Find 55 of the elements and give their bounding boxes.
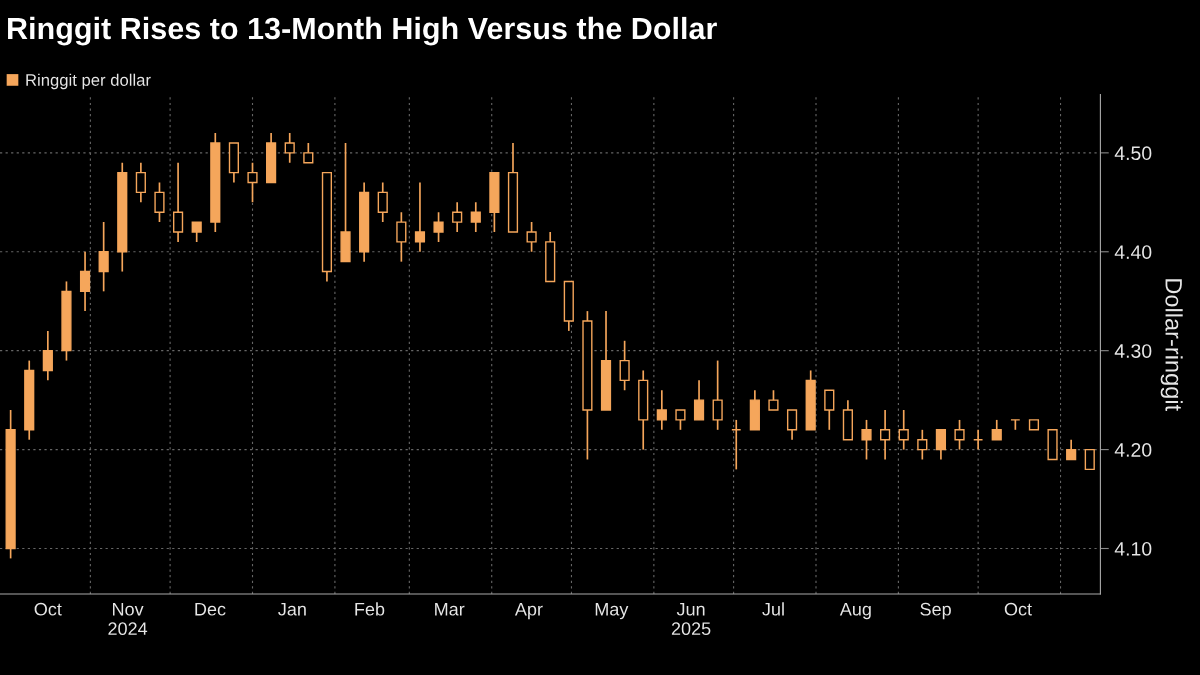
candlestick bbox=[135, 161, 146, 204]
candlestick bbox=[768, 389, 779, 411]
y-axis-title: Dollar-ringgit bbox=[1160, 279, 1183, 411]
candlestick bbox=[79, 250, 91, 312]
candlestick bbox=[433, 211, 444, 243]
candlestick bbox=[42, 330, 53, 382]
x-tick-label: Jan bbox=[278, 603, 306, 616]
candlestick bbox=[656, 389, 667, 431]
y-tick-label: 4.40 bbox=[1114, 245, 1152, 260]
candlestick bbox=[452, 201, 463, 233]
candlestick bbox=[1084, 448, 1095, 471]
x-tick-label: May bbox=[595, 603, 629, 620]
y-tick-label: 4.30 bbox=[1114, 344, 1152, 358]
x-tick-label: Oct bbox=[1004, 602, 1032, 616]
x-tick-label: Jun 2025 bbox=[671, 603, 711, 636]
candlestick bbox=[377, 181, 388, 223]
candlestick bbox=[172, 161, 184, 243]
candlestick bbox=[396, 211, 407, 263]
y-tick-label: 4.10 bbox=[1114, 541, 1152, 556]
candlestick bbox=[675, 409, 686, 431]
candlestick bbox=[414, 181, 426, 253]
candlestick bbox=[917, 428, 928, 461]
x-tick-label: Oct bbox=[34, 602, 62, 616]
candlestick bbox=[935, 428, 947, 461]
candlestick bbox=[898, 409, 909, 451]
candlestick bbox=[470, 201, 481, 233]
candlestick bbox=[154, 181, 165, 223]
candlestick bbox=[1066, 438, 1077, 461]
candlestick bbox=[191, 221, 202, 243]
legend-label: Ringgit per dollar bbox=[26, 73, 151, 90]
y-tick-label: 4.50 bbox=[1114, 146, 1152, 161]
x-tick-label: Aug bbox=[839, 603, 871, 620]
x-tick-label: Sep bbox=[920, 602, 951, 620]
candlestick bbox=[880, 409, 891, 461]
candlestick bbox=[824, 389, 835, 431]
x-tick-label: Nov 2024 bbox=[108, 603, 148, 636]
candlestick bbox=[526, 221, 537, 253]
y-tick-label: 4.20 bbox=[1114, 443, 1152, 457]
candlestick bbox=[98, 221, 109, 293]
chart-title: Ringgit Rises to 13-Month High Versus the Dollar bbox=[8, 16, 717, 46]
candlestick bbox=[712, 359, 723, 431]
candlestick bbox=[954, 419, 965, 451]
candlestick bbox=[284, 132, 295, 164]
candlestick bbox=[786, 409, 798, 441]
x-tick-label: Apr bbox=[514, 603, 543, 620]
x-tick-label: Mar bbox=[435, 603, 465, 616]
candlestick bbox=[991, 419, 1002, 441]
candlestick bbox=[303, 142, 314, 164]
candlestick bbox=[861, 419, 872, 461]
x-tick-label: Feb bbox=[355, 602, 385, 616]
x-tick-label: Jul bbox=[762, 602, 784, 616]
candlestick bbox=[693, 379, 705, 421]
x-tick-label: Dec bbox=[195, 603, 226, 616]
candlestick bbox=[619, 339, 630, 392]
candlestick bbox=[247, 161, 258, 204]
